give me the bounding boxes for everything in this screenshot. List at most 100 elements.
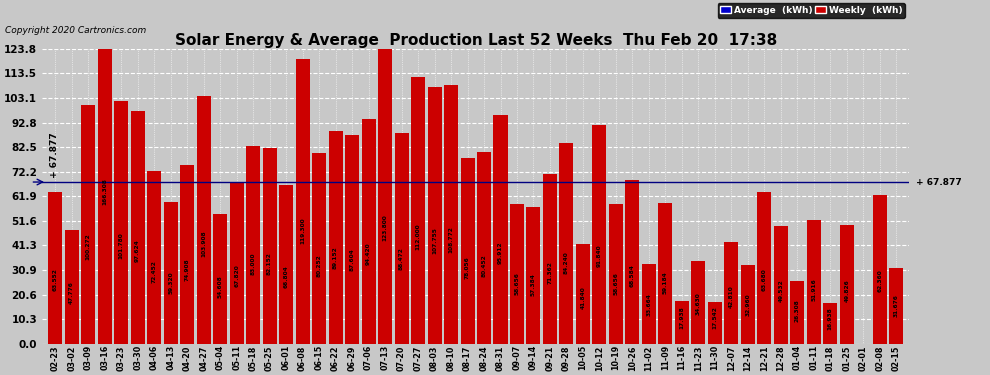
Text: 123.800: 123.800 <box>382 214 387 240</box>
Bar <box>510 204 524 344</box>
Text: 62.360: 62.360 <box>877 269 882 292</box>
Bar <box>592 125 607 344</box>
Bar <box>230 182 244 344</box>
Bar <box>213 214 227 344</box>
Bar <box>180 165 194 344</box>
Bar <box>279 184 293 344</box>
Bar <box>197 96 211 344</box>
Text: 59.184: 59.184 <box>663 272 668 294</box>
Text: 42.810: 42.810 <box>729 285 734 308</box>
Text: 32.960: 32.960 <box>745 294 750 316</box>
Bar <box>757 192 771 344</box>
Text: 112.000: 112.000 <box>416 224 421 251</box>
Text: 103.908: 103.908 <box>201 231 206 257</box>
Text: 74.908: 74.908 <box>185 259 190 281</box>
Bar <box>247 146 260 344</box>
Text: 101.780: 101.780 <box>119 232 124 259</box>
Text: 26.308: 26.308 <box>795 299 800 322</box>
Text: 34.630: 34.630 <box>696 292 701 315</box>
Bar <box>64 230 79 344</box>
Bar <box>378 49 392 344</box>
Text: 67.820: 67.820 <box>234 264 240 287</box>
Bar <box>262 148 276 344</box>
Bar <box>329 131 343 344</box>
Text: 72.452: 72.452 <box>151 261 156 284</box>
Bar <box>527 207 541 344</box>
Bar <box>675 301 689 344</box>
Bar <box>81 105 95 344</box>
Text: 108.772: 108.772 <box>448 226 453 253</box>
Title: Solar Energy & Average  Production Last 52 Weeks  Thu Feb 20  17:38: Solar Energy & Average Production Last 5… <box>174 33 777 48</box>
Bar <box>642 264 656 344</box>
Text: 82.152: 82.152 <box>267 252 272 275</box>
Text: 119.300: 119.300 <box>300 217 305 244</box>
Bar <box>361 119 375 344</box>
Text: 166.308: 166.308 <box>102 178 107 205</box>
Text: 49.532: 49.532 <box>778 280 783 303</box>
Bar <box>824 303 838 344</box>
Text: 87.604: 87.604 <box>349 248 354 271</box>
Text: 71.362: 71.362 <box>547 261 552 284</box>
Text: 51.916: 51.916 <box>812 278 817 300</box>
Text: 97.624: 97.624 <box>136 240 141 262</box>
Text: 16.938: 16.938 <box>828 307 833 330</box>
Text: 63.680: 63.680 <box>762 268 767 291</box>
Bar <box>163 202 177 344</box>
Text: 66.804: 66.804 <box>283 266 289 288</box>
Bar <box>296 60 310 344</box>
Bar <box>445 84 458 344</box>
Bar <box>658 203 672 344</box>
Text: 17.542: 17.542 <box>713 306 718 329</box>
Text: 80.452: 80.452 <box>481 254 486 277</box>
Bar <box>807 220 821 344</box>
Text: 95.912: 95.912 <box>498 241 503 264</box>
Text: 57.384: 57.384 <box>531 273 536 296</box>
Text: 63.552: 63.552 <box>52 268 57 291</box>
Bar <box>609 204 623 344</box>
Text: 89.152: 89.152 <box>333 247 338 270</box>
Bar <box>840 225 853 344</box>
Text: 33.664: 33.664 <box>646 293 651 316</box>
Text: 58.656: 58.656 <box>614 272 619 295</box>
Bar <box>790 281 804 344</box>
Bar <box>346 135 359 344</box>
Bar <box>98 0 112 344</box>
Text: 78.056: 78.056 <box>465 256 470 279</box>
Text: + 67.877: + 67.877 <box>50 133 59 178</box>
Bar <box>460 158 474 344</box>
Bar <box>559 143 573 344</box>
Bar <box>312 153 326 344</box>
Text: 88.472: 88.472 <box>399 247 404 270</box>
Bar <box>477 152 491 344</box>
Bar <box>49 192 62 344</box>
Text: 17.938: 17.938 <box>679 306 684 329</box>
Bar <box>691 261 706 344</box>
Bar <box>493 115 508 344</box>
Bar <box>428 87 442 344</box>
Bar <box>889 268 903 344</box>
Legend: Average  (kWh), Weekly  (kWh): Average (kWh), Weekly (kWh) <box>718 3 905 18</box>
Bar <box>774 226 788 344</box>
Text: 94.420: 94.420 <box>366 242 371 265</box>
Text: 68.584: 68.584 <box>630 264 635 286</box>
Text: 41.840: 41.840 <box>580 286 585 309</box>
Text: 84.240: 84.240 <box>564 251 569 273</box>
Bar <box>873 195 887 344</box>
Bar <box>725 242 739 344</box>
Text: 80.252: 80.252 <box>317 254 322 277</box>
Text: 83.000: 83.000 <box>250 252 255 274</box>
Bar <box>395 133 409 344</box>
Text: 59.320: 59.320 <box>168 272 173 294</box>
Text: Copyright 2020 Cartronics.com: Copyright 2020 Cartronics.com <box>5 26 147 35</box>
Text: 58.656: 58.656 <box>515 272 520 295</box>
Bar <box>114 101 128 344</box>
Text: 31.676: 31.676 <box>894 294 899 317</box>
Bar <box>626 180 640 344</box>
Text: 91.840: 91.840 <box>597 244 602 267</box>
Bar <box>543 174 557 344</box>
Text: 49.826: 49.826 <box>844 279 849 302</box>
Text: 100.272: 100.272 <box>86 233 91 260</box>
Bar <box>131 111 145 344</box>
Text: + 67.877: + 67.877 <box>916 177 962 186</box>
Bar <box>576 244 590 344</box>
